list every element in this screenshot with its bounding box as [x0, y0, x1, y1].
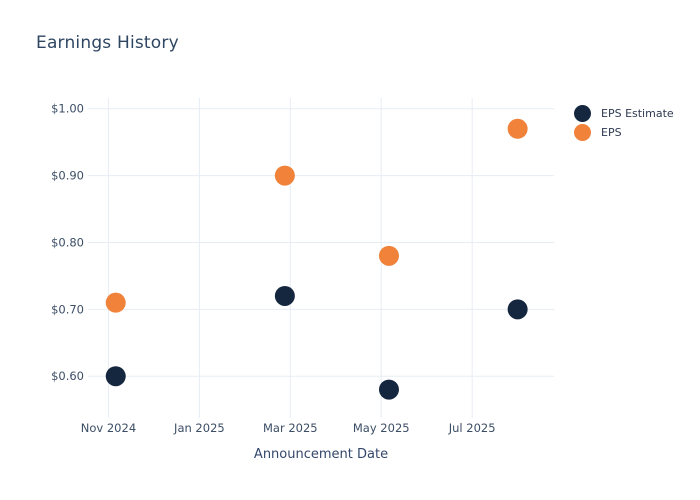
y-tick-label: $1.00: [51, 102, 84, 116]
point-eps[interactable]: [105, 292, 126, 313]
chart-title: Earnings History: [36, 33, 179, 53]
x-tick-label: Nov 2024: [81, 421, 136, 435]
point-eps[interactable]: [507, 118, 528, 139]
point-eps-estimate[interactable]: [507, 299, 528, 320]
legend-item-eps[interactable]: EPS: [574, 123, 674, 142]
x-tick-label: May 2025: [353, 421, 410, 435]
legend-item-eps-estimate[interactable]: EPS Estimate: [574, 104, 674, 123]
eps-marker-icon: [574, 124, 591, 141]
x-tick-label: Mar 2025: [263, 421, 318, 435]
y-tick-label: $0.70: [51, 302, 84, 316]
legend-label-eps-estimate: EPS Estimate: [601, 107, 674, 120]
y-tick-label: $0.90: [51, 169, 84, 183]
y-tick-label: $0.60: [51, 369, 84, 383]
legend: EPS Estimate EPS: [574, 104, 674, 142]
point-eps[interactable]: [378, 245, 399, 266]
point-eps-estimate[interactable]: [105, 366, 126, 387]
point-eps[interactable]: [274, 165, 295, 186]
x-tick-label: Jul 2025: [448, 421, 496, 435]
point-eps-estimate[interactable]: [378, 379, 399, 400]
y-tick-label: $0.80: [51, 235, 84, 249]
x-tick-label: Jan 2025: [173, 421, 225, 435]
point-eps-estimate[interactable]: [274, 285, 295, 306]
legend-label-eps: EPS: [601, 126, 622, 139]
eps-estimate-marker-icon: [574, 105, 591, 122]
x-axis-title: Announcement Date: [253, 447, 389, 462]
